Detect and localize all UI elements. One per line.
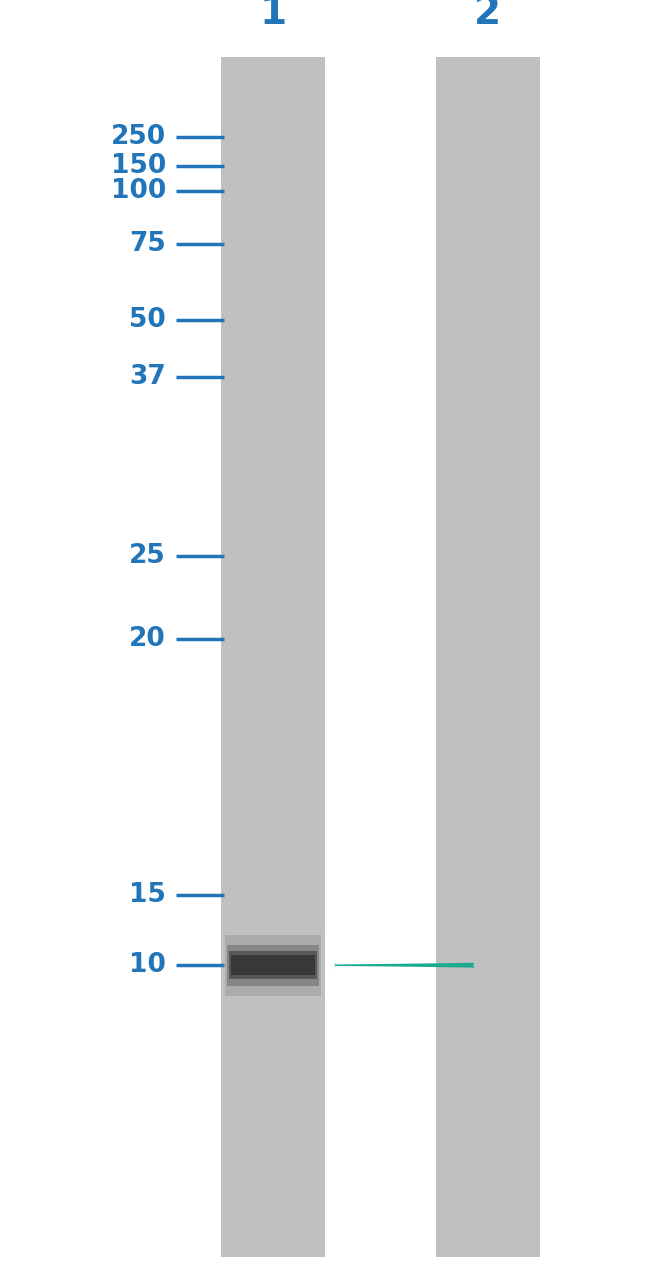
Bar xyxy=(436,57,540,1257)
Text: 75: 75 xyxy=(129,231,166,257)
Text: 150: 150 xyxy=(111,154,166,179)
Text: 15: 15 xyxy=(129,883,166,908)
Text: 25: 25 xyxy=(129,544,166,569)
Bar xyxy=(221,57,325,1257)
Bar xyxy=(231,955,315,975)
Bar xyxy=(229,951,317,979)
Text: 1: 1 xyxy=(259,0,287,32)
Text: 100: 100 xyxy=(111,178,166,203)
Text: 10: 10 xyxy=(129,952,166,978)
Text: 20: 20 xyxy=(129,626,166,652)
Text: 50: 50 xyxy=(129,307,166,333)
Text: 250: 250 xyxy=(111,124,166,150)
Text: 37: 37 xyxy=(129,364,166,390)
Text: 2: 2 xyxy=(474,0,501,32)
Bar xyxy=(225,935,321,996)
Bar xyxy=(227,945,319,986)
